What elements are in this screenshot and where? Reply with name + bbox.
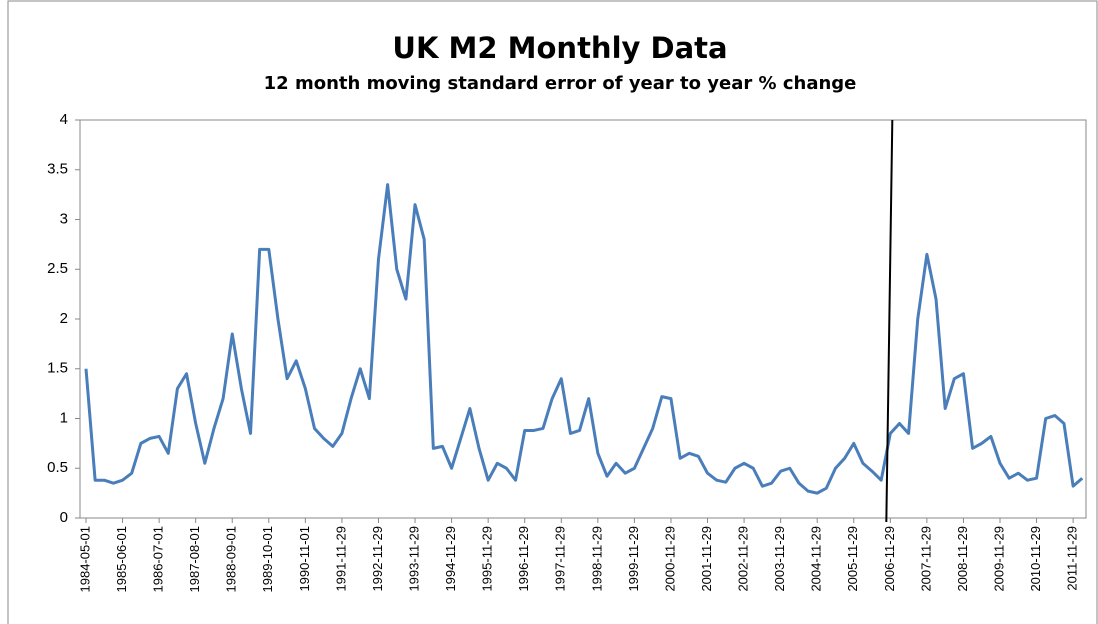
y-tick-label: 2 xyxy=(60,310,68,327)
x-tick-label: 2000-11-29 xyxy=(662,526,677,592)
x-tick-label: 2005-11-29 xyxy=(845,526,860,592)
x-tick-label: 2008-11-29 xyxy=(955,526,970,592)
x-tick-label: 2004-11-29 xyxy=(809,526,824,592)
y-tick-label: 3 xyxy=(60,210,68,227)
x-tick-label: 2011-11-29 xyxy=(1065,526,1080,591)
x-tick-label: 1998-11-29 xyxy=(589,526,604,592)
x-tick-label: 1992-11-29 xyxy=(370,526,385,592)
x-tick-label: 1987-08-01 xyxy=(187,526,202,593)
x-tick-label: 1984-05-01 xyxy=(77,526,92,593)
y-tick-label: 1.5 xyxy=(47,360,68,377)
y-tick-label: 1 xyxy=(60,409,68,426)
x-tick-label: 1990-11-01 xyxy=(297,526,312,592)
x-tick-label: 1994-11-29 xyxy=(443,526,458,592)
y-tick-label: 4 xyxy=(60,111,68,128)
y-tick-label: 2.5 xyxy=(47,260,68,277)
x-tick-label: 2007-11-29 xyxy=(918,526,933,592)
x-tick-label: 2003-11-29 xyxy=(772,526,787,592)
chart-title: UK M2 Monthly Data xyxy=(392,31,727,65)
x-tick-label: 1999-11-29 xyxy=(626,526,641,592)
x-tick-label: 1986-07-01 xyxy=(151,526,166,593)
y-tick-label: 0 xyxy=(60,509,68,526)
x-tick-label: 2006-11-29 xyxy=(882,526,897,592)
y-tick-label: 0.5 xyxy=(47,459,68,476)
y-tick-label: 3.5 xyxy=(47,161,68,178)
x-tick-label: 1991-11-29 xyxy=(333,526,348,592)
x-tick-label: 1997-11-29 xyxy=(553,526,568,592)
x-tick-label: 2001-11-29 xyxy=(699,526,714,592)
x-tick-label: 2002-11-29 xyxy=(736,526,751,592)
chart-subtitle: 12 month moving standard error of year t… xyxy=(264,73,857,94)
x-tick-label: 1993-11-29 xyxy=(406,526,421,592)
x-tick-label: 1995-11-29 xyxy=(480,526,495,592)
x-tick-label: 1988-09-01 xyxy=(224,526,239,593)
line-series xyxy=(84,183,1084,495)
marker-line xyxy=(885,119,894,523)
x-tick-label: 1985-06-01 xyxy=(114,526,129,593)
x-tick-label: 1996-11-29 xyxy=(516,526,531,592)
chart-border xyxy=(7,0,1098,624)
x-tick-label: 1989-10-01 xyxy=(260,526,275,593)
x-tick-label: 2010-11-29 xyxy=(1028,526,1043,592)
x-tick-label: 2009-11-29 xyxy=(991,526,1006,592)
